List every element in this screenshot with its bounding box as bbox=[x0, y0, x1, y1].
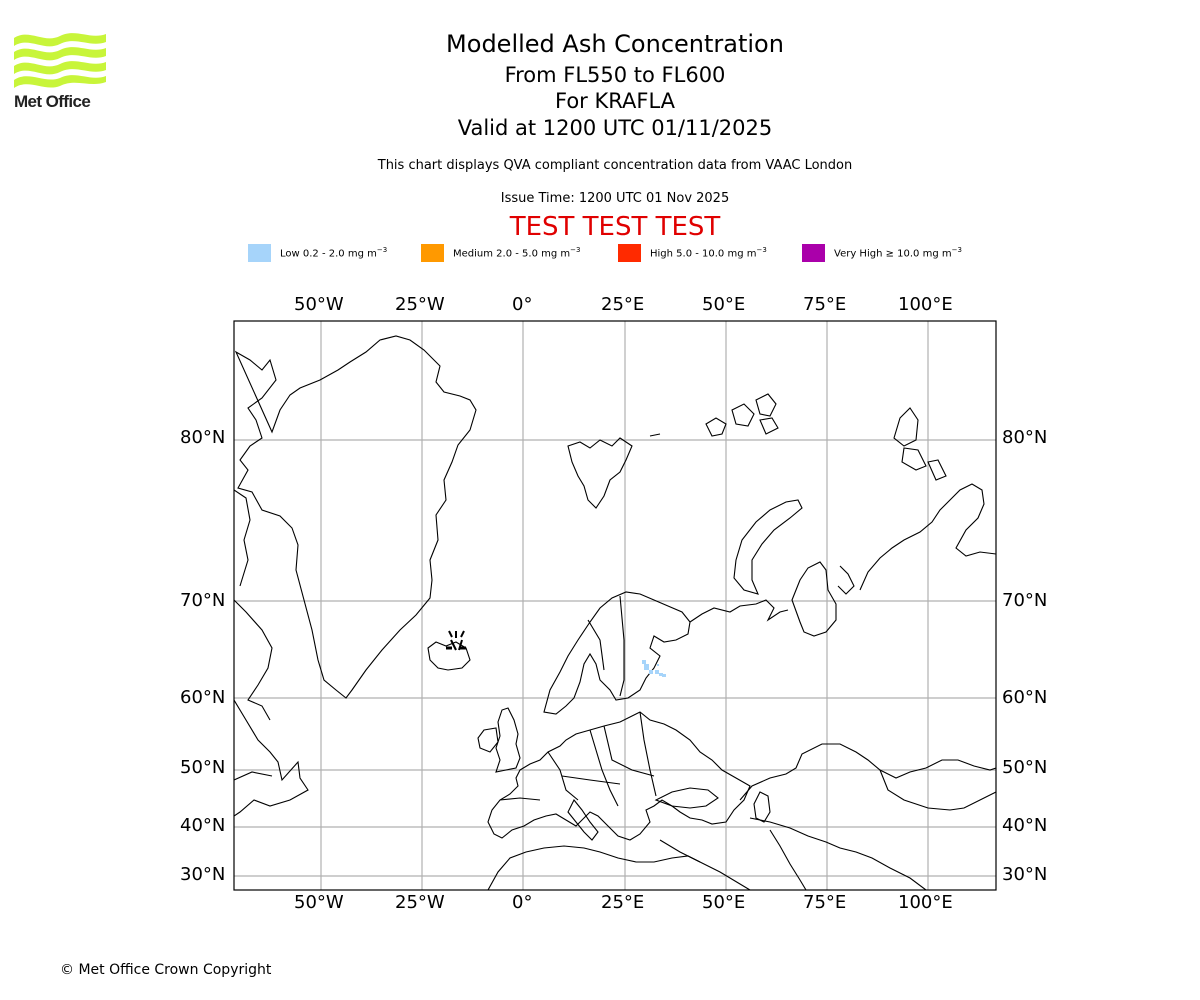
lat-label-right-70n: 70°N bbox=[1002, 590, 1048, 611]
copyright-notice: © Met Office Crown Copyright bbox=[60, 962, 272, 978]
lon-label-bottom-25e: 25°E bbox=[601, 892, 645, 913]
lon-label-top-25w: 25°W bbox=[395, 294, 445, 315]
europe-coast bbox=[487, 711, 751, 841]
lat-label-right-60n: 60°N bbox=[1002, 687, 1048, 708]
lat-label-right-30n: 30°N bbox=[1002, 864, 1048, 885]
lon-label-bottom-50w: 50°W bbox=[294, 892, 344, 913]
lon-label-top-100e: 100°E bbox=[898, 294, 953, 315]
legend-item-very-high: Very High ≥ 10.0 mg m−3 bbox=[802, 244, 962, 262]
lat-label-left-50n: 50°N bbox=[180, 757, 226, 778]
lon-label-bottom-0: 0° bbox=[512, 892, 533, 913]
legend-swatch-high bbox=[618, 244, 641, 262]
lon-label-bottom-50e: 50°E bbox=[702, 892, 746, 913]
legend-swatch-medium bbox=[421, 244, 444, 262]
lon-label-bottom-100e: 100°E bbox=[898, 892, 953, 913]
legend-label-medium: Medium 2.0 - 5.0 mg m bbox=[453, 248, 571, 260]
scandinavia bbox=[543, 591, 691, 715]
lat-label-right-80n: 80°N bbox=[1002, 427, 1048, 448]
legend-item-low: Low 0.2 - 2.0 mg m−3 bbox=[248, 244, 387, 262]
iceland bbox=[427, 641, 471, 671]
chart-title: Modelled Ash Concentration bbox=[446, 30, 784, 58]
coastlines bbox=[234, 335, 996, 890]
ash-area-low[interactable] bbox=[642, 660, 666, 677]
logo-text: Met Office bbox=[14, 92, 91, 111]
ireland bbox=[477, 727, 499, 753]
lon-label-top-50e: 50°E bbox=[702, 294, 746, 315]
greenland bbox=[234, 335, 477, 699]
legend-swatch-low bbox=[248, 244, 271, 262]
legend-label-low: Low 0.2 - 2.0 mg m bbox=[280, 248, 377, 260]
test-banner: TEST TEST TEST bbox=[509, 212, 721, 242]
svalbard bbox=[567, 437, 633, 509]
legend-swatch-very-high bbox=[802, 244, 825, 262]
waves-logo-icon bbox=[14, 33, 106, 88]
lat-label-right-40n: 40°N bbox=[1002, 815, 1048, 836]
flight-level-range: From FL550 to FL600 bbox=[504, 63, 726, 87]
great-britain bbox=[495, 707, 521, 773]
lat-label-left-30n: 30°N bbox=[180, 864, 226, 885]
volcano-name: For KRAFLA bbox=[555, 89, 675, 113]
valid-time: Valid at 1200 UTC 01/11/2025 bbox=[457, 116, 773, 140]
volcano-icon[interactable] bbox=[446, 630, 466, 651]
graticule bbox=[234, 321, 996, 890]
legend-item-medium: Medium 2.0 - 5.0 mg m−3 bbox=[421, 244, 580, 262]
legend-item-high: High 5.0 - 10.0 mg m−3 bbox=[618, 244, 767, 262]
legend-label-very-high: Very High ≥ 10.0 mg m bbox=[834, 248, 952, 260]
lat-label-left-70n: 70°N bbox=[180, 590, 226, 611]
issue-time: Issue Time: 1200 UTC 01 Nov 2025 bbox=[500, 191, 730, 206]
lat-label-left-60n: 60°N bbox=[180, 687, 226, 708]
lon-label-top-75e: 75°E bbox=[803, 294, 847, 315]
lon-label-top-0: 0° bbox=[512, 294, 533, 315]
lon-label-top-25e: 25°E bbox=[601, 294, 645, 315]
lat-label-left-80n: 80°N bbox=[180, 427, 226, 448]
lon-label-bottom-25w: 25°W bbox=[395, 892, 445, 913]
lat-label-right-50n: 50°N bbox=[1002, 757, 1048, 778]
lat-label-left-40n: 40°N bbox=[180, 815, 226, 836]
chart-description: This chart displays QVA compliant concen… bbox=[377, 158, 853, 173]
lon-label-top-50w: 50°W bbox=[294, 294, 344, 315]
map-frame bbox=[233, 320, 997, 891]
legend-label-high: High 5.0 - 10.0 mg m bbox=[650, 248, 757, 260]
met-office-logo: Met Office bbox=[14, 30, 114, 112]
novaya-zemlya bbox=[733, 499, 803, 595]
lon-label-bottom-75e: 75°E bbox=[803, 892, 847, 913]
